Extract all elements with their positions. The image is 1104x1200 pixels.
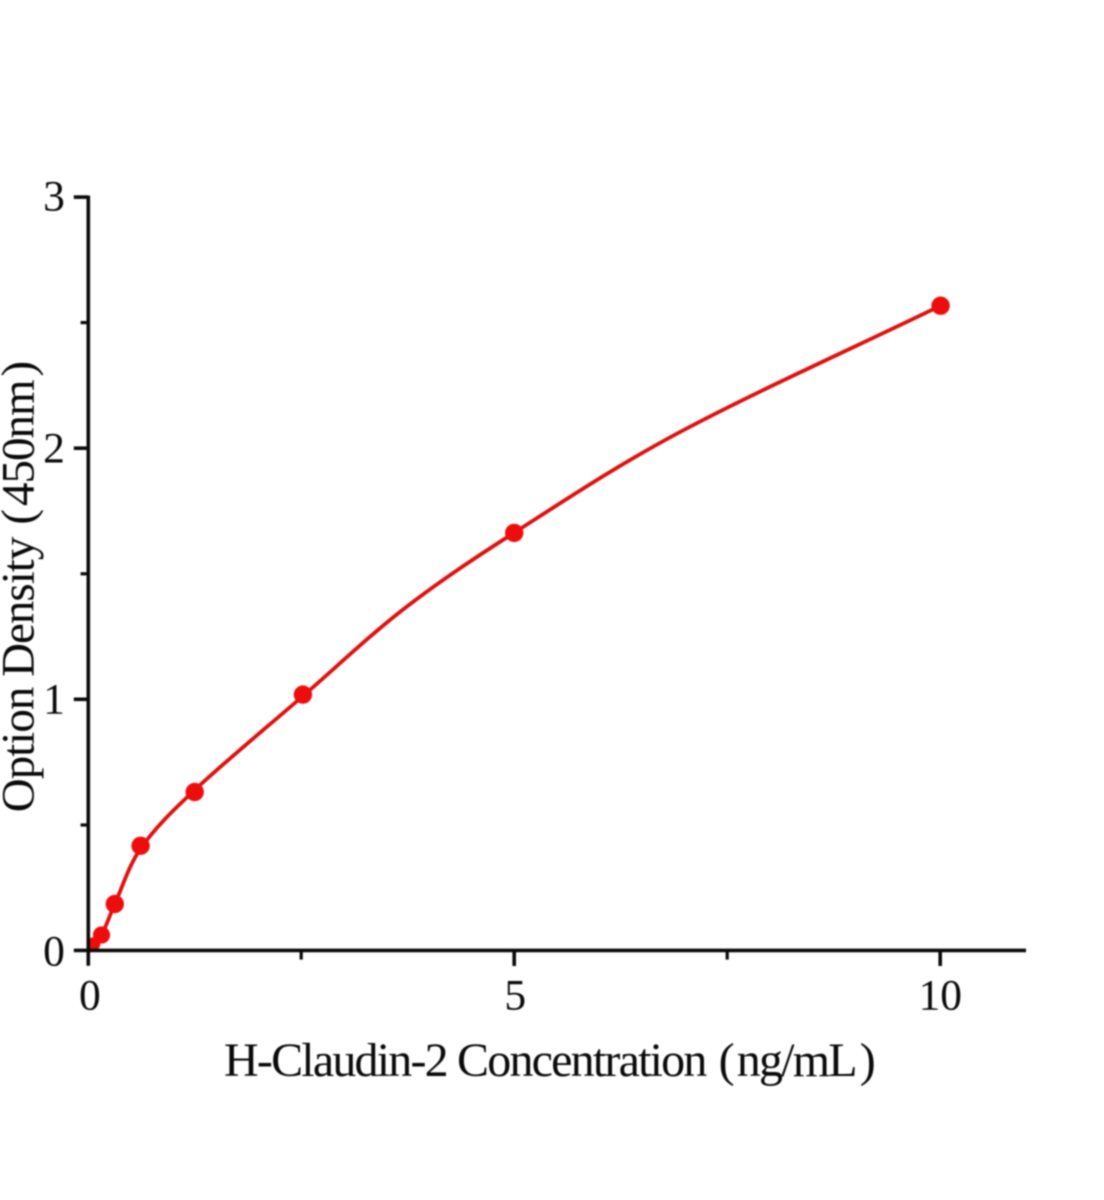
svg-text:0: 0 (43, 927, 65, 975)
svg-text:10: 10 (919, 972, 963, 1020)
svg-text:1: 1 (43, 676, 65, 724)
svg-text:3: 3 (43, 173, 65, 221)
svg-text:2: 2 (43, 425, 65, 473)
svg-text:Option Density(450nm): Option Density(450nm) (0, 362, 45, 812)
svg-text:5: 5 (504, 972, 526, 1020)
svg-text:H-Claudin-2 Concentration(ng/m: H-Claudin-2 Concentration (ng/mL) (224, 1034, 874, 1087)
svg-text:0: 0 (79, 972, 101, 1020)
